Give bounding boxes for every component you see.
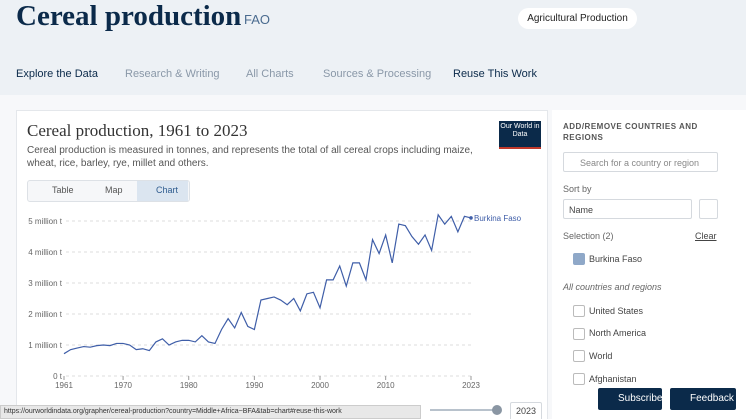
x-tick-label: 2010 [377,381,395,390]
y-tick-label: 2 million t [28,310,63,319]
nav-tab[interactable]: All Charts [246,68,294,80]
entity: North America [589,328,647,338]
timeline-handle[interactable] [492,405,502,415]
sort-select[interactable]: Name [563,199,692,219]
chart-card [16,110,548,419]
page-title: Cereal production [16,0,242,32]
x-tick-label: 1990 [245,381,263,390]
checkbox[interactable] [573,253,585,265]
line [63,213,472,355]
tab[interactable]: Table [52,185,74,195]
y-tick-label: 4 million t [28,248,63,257]
checkbox[interactable] [573,305,585,317]
topic-button[interactable]: Agricultural Production [518,8,637,29]
entity: Afghanistan [589,374,637,384]
x-tick-label: 1970 [114,381,132,390]
chart-subtitle: Cereal production is measured in tonnes,… [27,145,473,169]
logo[interactable]: Our World in Data [499,121,541,149]
chart-title: Cereal production, 1961 to 2023 [27,121,248,140]
end-point [469,216,473,220]
nav-tab[interactable]: Sources & Processing [323,68,432,80]
y-tick-label: 3 million t [28,279,63,288]
nav-tab[interactable]: Reuse This Work [453,68,537,80]
source-link[interactable]: FAO [244,12,271,27]
feedback-button[interactable]: Feedback [670,388,736,410]
series-label: Burkina Faso [474,214,522,223]
selection-label: Selection (2) [563,231,614,241]
x-tick-label: 2000 [311,381,329,390]
x-tick-label: 1961 [55,381,73,390]
active-tab [137,181,188,201]
clear-button[interactable]: Clear [695,231,717,241]
nav-tab[interactable]: Explore the Data [16,68,98,80]
tab[interactable]: Map [105,185,123,195]
status-url: https://ourworldindata.org/grapher/cerea… [0,405,421,419]
x-tick-label: 1980 [180,381,198,390]
entity: United States [589,306,644,316]
search-box[interactable]: Search for a country or region [563,152,718,172]
tab[interactable]: Chart [156,185,179,195]
all-label: All countries and regions [563,282,662,292]
checkbox[interactable] [573,373,585,385]
chart: 0 t 1 million t 2 million t 3 million t 4 mi… [28,213,522,390]
nav-tab[interactable]: Research & Writing [125,68,220,80]
checkbox[interactable] [573,350,585,362]
subscribe-button[interactable]: Subscribe [598,388,662,410]
sort-label: Sort by [563,184,592,194]
entity: World [589,351,613,361]
selected-entity: Burkina Faso [589,254,643,264]
checkbox[interactable] [573,328,585,340]
y-tick-label: 1 million t [28,341,63,350]
timeline-end: 2023 [510,402,542,419]
sort-order-button[interactable] [699,199,718,219]
timeline-track [430,409,497,411]
x-tick-label: 2023 [462,381,480,390]
y-tick-label: 5 million t [28,217,63,226]
y-tick-label: 0 t [53,372,63,381]
sidebar-heading: ADD/REMOVE COUNTRIES AND REGIONS [563,122,698,142]
